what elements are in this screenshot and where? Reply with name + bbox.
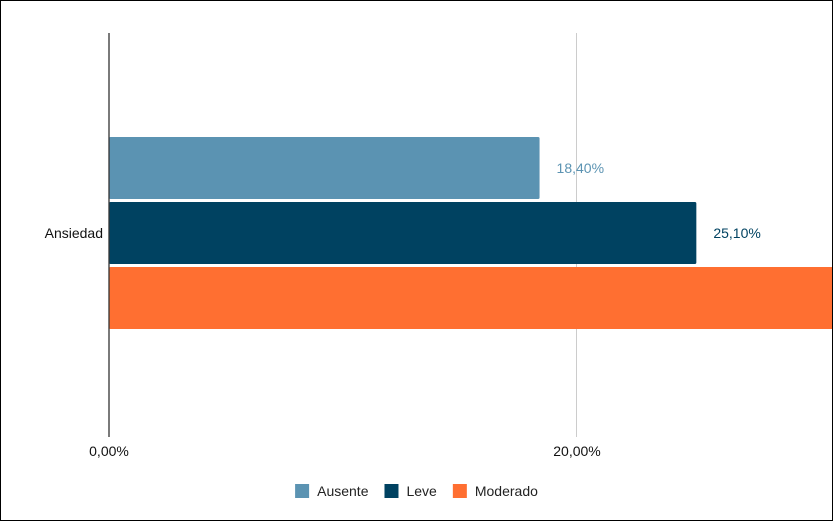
category-label: Ansiedad	[45, 225, 103, 241]
bar-ausente	[109, 137, 540, 199]
legend-label-leve: Leve	[406, 483, 437, 499]
x-tick-label: 0,00%	[89, 443, 129, 459]
legend-swatch-ausente	[295, 484, 310, 498]
data-label-leve: 25,10%	[713, 225, 760, 241]
x-tick-label: 20,00%	[553, 443, 600, 459]
legend-label-ausente: Ausente	[317, 483, 369, 499]
legend-swatch-leve	[384, 484, 399, 498]
legend-swatch-moderado	[452, 484, 467, 498]
bar-moderado	[109, 267, 832, 329]
data-label-ausente: 18,40%	[557, 160, 604, 176]
bar-leve	[109, 202, 697, 264]
legend-label-moderado: Moderado	[475, 483, 538, 499]
